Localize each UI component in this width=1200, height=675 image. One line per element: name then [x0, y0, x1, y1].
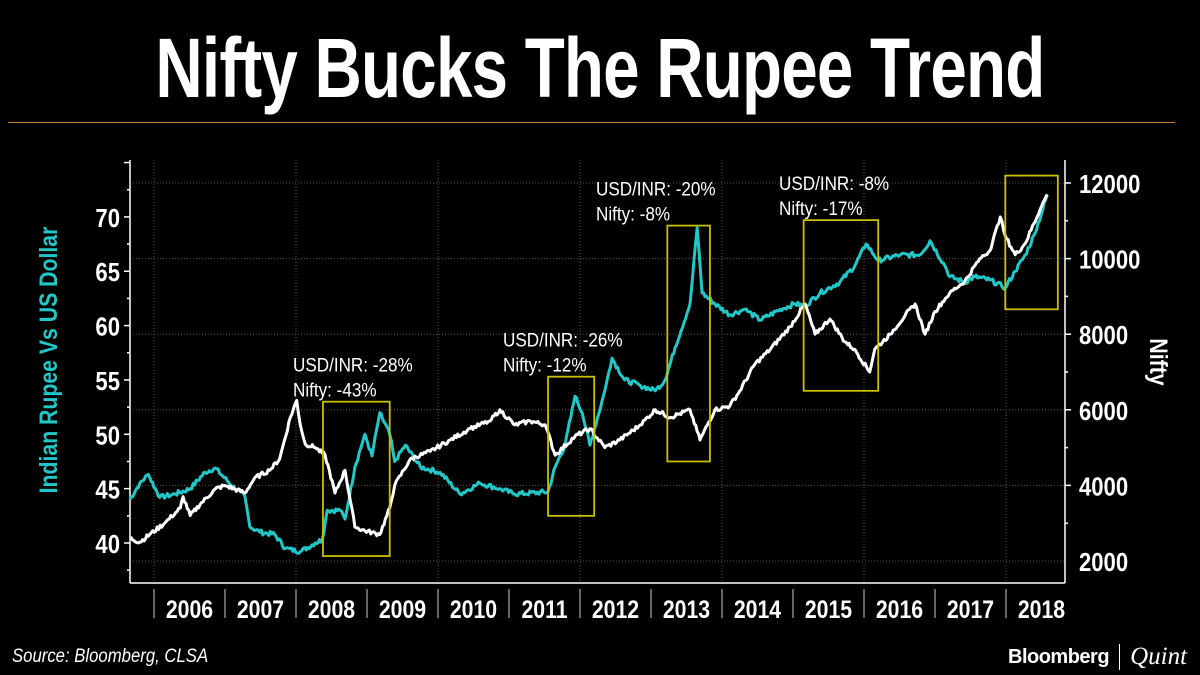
left-tick-label: 70: [95, 204, 120, 233]
right-tick-label: 10000: [1079, 246, 1140, 275]
nifty-line: [129, 193, 1049, 545]
x-tick-label: 2012: [592, 595, 639, 623]
left-tick-label: 50: [95, 422, 120, 451]
source-note: Source: Bloomberg, CLSA: [12, 646, 209, 667]
left-tick-label: 40: [95, 530, 120, 559]
highlight-box: [802, 219, 880, 392]
left-tick-label: 55: [95, 367, 120, 396]
x-tick-label: 2014: [734, 595, 781, 623]
x-tick-label: 2006: [166, 595, 213, 623]
logo-quint: Quint: [1130, 643, 1188, 670]
x-tick-label: 2016: [876, 595, 923, 623]
logo-bloomberg: Bloomberg: [1008, 645, 1110, 668]
x-tick-label: 2013: [663, 595, 710, 623]
brand-logo: Bloomberg Quint: [1008, 643, 1187, 671]
right-tick-label: 4000: [1079, 473, 1128, 502]
x-tick-label: 2015: [805, 595, 852, 623]
x-tick-label: 2017: [947, 595, 994, 623]
left-axis-title: Indian Rupee Vs US Dollar: [34, 227, 62, 494]
x-tick-label: 2009: [379, 595, 426, 623]
x-tick-label: 2018: [1018, 595, 1065, 623]
right-tick-label: 8000: [1079, 322, 1128, 351]
highlight-box: [666, 224, 711, 463]
x-tick-label: 2010: [450, 595, 497, 623]
x-tick-label: 2007: [237, 595, 284, 623]
right-axis-title: Nifty: [1145, 338, 1173, 385]
annotation-nifty: Nifty: -17%: [779, 198, 863, 219]
annotation-nifty: Nifty: -8%: [596, 204, 670, 225]
highlight-box: [1004, 174, 1059, 311]
chart-title: Nifty Bucks The Rupee Trend: [155, 21, 1045, 115]
logo-separator: [1119, 644, 1121, 670]
annotation-usdinr: USD/INR: -28%: [293, 355, 413, 376]
usdinr-line: [128, 194, 1049, 555]
left-tick-label: 45: [95, 476, 120, 505]
annotation-usdinr: USD/INR: -26%: [503, 330, 623, 351]
x-tick-label: 2008: [308, 595, 355, 623]
annotation-nifty: Nifty: -12%: [503, 355, 587, 376]
right-tick-label: 12000: [1079, 170, 1140, 199]
left-tick-label: 65: [95, 259, 120, 288]
title-divider: [8, 122, 1175, 123]
annotation-usdinr: USD/INR: -20%: [596, 179, 716, 200]
annotation-nifty: Nifty: -43%: [293, 380, 377, 401]
annotation-usdinr: USD/INR: -8%: [779, 173, 889, 194]
highlight-box: [547, 375, 596, 517]
x-tick-label: 2011: [521, 595, 567, 623]
left-tick-label: 60: [95, 313, 120, 342]
right-tick-label: 2000: [1079, 548, 1128, 577]
highlight-box: [322, 400, 391, 557]
right-tick-label: 6000: [1079, 397, 1128, 426]
